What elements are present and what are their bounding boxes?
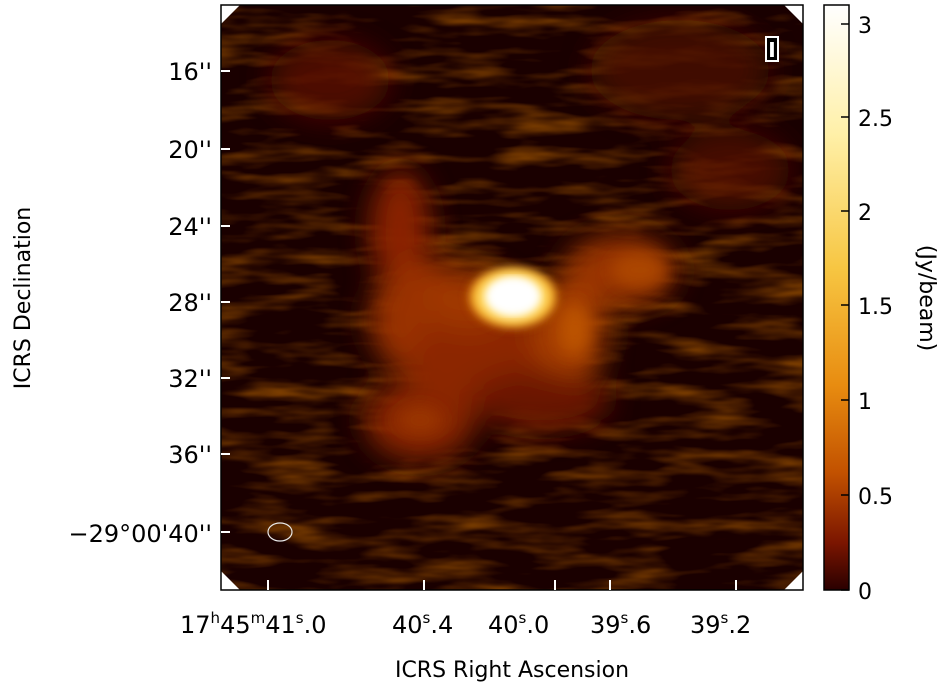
colorbar-tick-label: 3 xyxy=(858,14,872,39)
x-tick-label: 40s.0 xyxy=(488,609,549,639)
colorbar-tick-label: 0.5 xyxy=(858,485,893,510)
colorbar-tick-labels: 0 0.5 1 1.5 2 2.5 3 xyxy=(858,14,893,605)
y-tick-labels: 16'' 20'' 24'' 28'' 32'' 36'' −29°00'40'… xyxy=(68,58,212,548)
colorbar-tick-label: 2 xyxy=(858,201,872,226)
image-panel xyxy=(221,5,803,590)
y-tick-label: 16'' xyxy=(168,58,212,86)
y-tick-label: 20'' xyxy=(168,136,212,164)
colorbar-gradient xyxy=(823,4,850,591)
y-ticks xyxy=(221,70,737,590)
x-tick-label: 40s.4 xyxy=(392,609,453,639)
x-tick-label: 39s.2 xyxy=(690,609,751,639)
colorbar: 0 0.5 1 1.5 2 2.5 3 (Jy/beam) xyxy=(823,4,939,605)
x-axis-title: ICRS Right Ascension xyxy=(395,658,629,683)
y-tick-label: 28'' xyxy=(168,289,212,317)
y-tick-label: 36'' xyxy=(168,441,212,469)
x-tick-label: 17h45m41s.0 xyxy=(180,609,327,639)
colorbar-tick-label: 0 xyxy=(858,580,872,605)
colorbar-label: (Jy/beam) xyxy=(914,245,939,352)
colorbar-tick-label: 1.5 xyxy=(858,295,893,320)
x-tick-labels: 17h45m41s.0 40s.4 40s.0 39s.6 39s.2 xyxy=(180,609,751,639)
y-axis-title: ICRS Declination xyxy=(11,207,36,389)
colorbar-ticks xyxy=(841,23,849,591)
colorbar-tick-label: 1 xyxy=(858,390,872,415)
colorbar-tick-label: 2.5 xyxy=(858,107,893,132)
stokes-label: I xyxy=(768,38,775,62)
y-tick-label: −29°00'40'' xyxy=(68,520,212,548)
image-frame xyxy=(220,4,804,591)
y-tick-label: 32'' xyxy=(168,365,212,393)
beam-ellipse xyxy=(267,522,293,542)
x-tick-label: 39s.6 xyxy=(590,609,651,639)
y-tick-label: 24'' xyxy=(168,213,212,241)
